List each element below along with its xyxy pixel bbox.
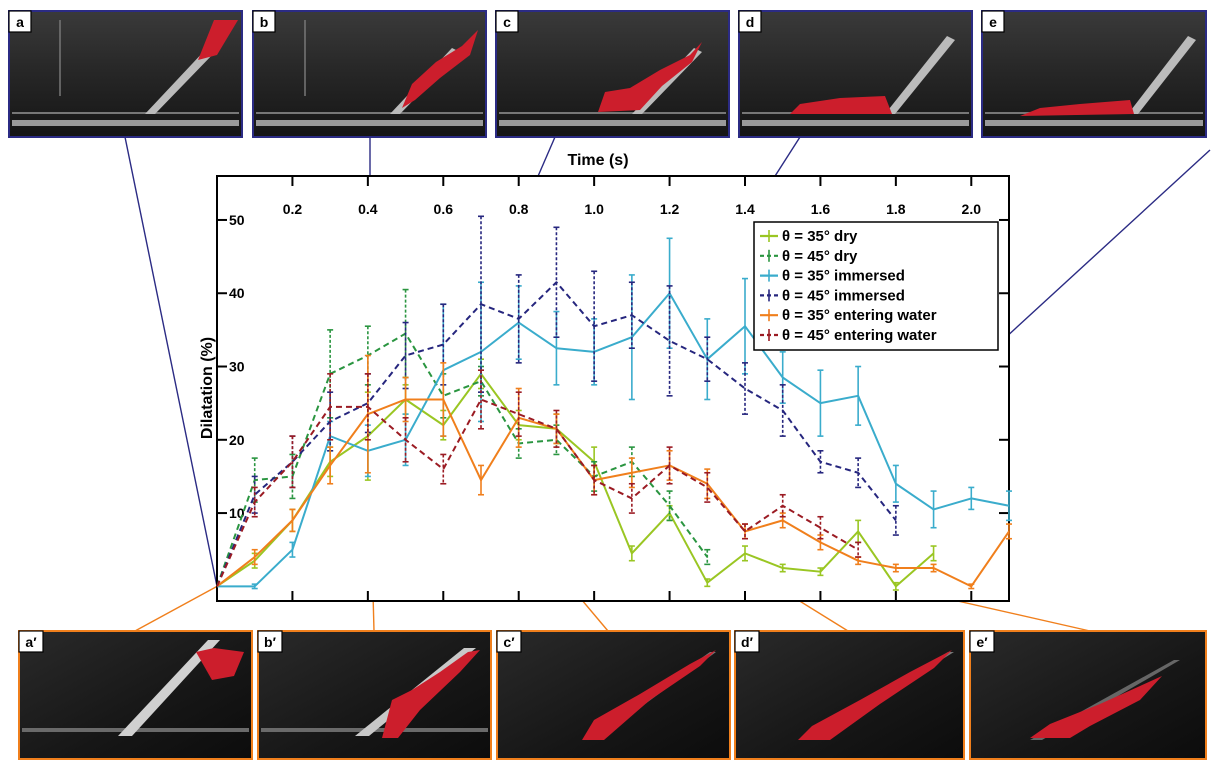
panel-letter: c′ [503,634,515,650]
panel-letter: d′ [741,634,754,650]
legend-label: θ = 35° entering water [782,307,937,324]
x-axis-label: Time (s) [567,152,628,169]
panel-letter: e [989,14,997,30]
y-tick-label: 40 [229,285,245,301]
panel-c-prime: c′ [496,630,731,760]
series-5 [216,354,1012,590]
top-panel-row: a b c d [8,10,1207,138]
panel-c: c [495,10,730,138]
legend-label: θ = 35° dry [782,228,858,245]
panel-d-prime: d′ [734,630,965,760]
y-tick-label: 50 [229,212,245,228]
panel-e: e [981,10,1207,138]
panel-a-prime: a′ [18,630,253,760]
axis-ticks: 0.2 0.4 0.6 0.8 1.0 1.2 1.4 1.6 1.8 2.0 10 20 30 40 50 [217,176,1009,601]
x-tick-label: 1.8 [886,201,906,217]
series-6 [216,369,862,587]
x-tick-label: 1.6 [811,201,831,217]
x-tick-label: 1.4 [735,201,755,217]
dilatation-chart: 0.2 0.4 0.6 0.8 1.0 1.2 1.4 1.6 1.8 2.0 10 20 30 40 50… [199,152,1012,602]
panel-letter: b [260,14,269,30]
panel-a: a [8,10,243,138]
x-tick-label: 0.2 [283,201,303,217]
panel-letter: e′ [976,634,988,650]
panel-b-prime: b′ [257,630,492,760]
x-tick-label: 0.8 [509,201,529,217]
y-tick-label: 30 [229,359,245,375]
series-layer [216,215,1012,591]
panel-letter: b′ [264,634,277,650]
connector-line [134,585,218,632]
panel-letter: c [503,14,511,30]
x-tick-label: 0.4 [358,201,378,217]
connector-line [124,136,218,587]
legend-label: θ = 45° immersed [782,287,905,304]
panel-e-prime: e′ [969,630,1207,760]
y-axis-label: Dilatation (%) [199,337,216,439]
panel-letter: a [16,14,24,30]
legend-box [753,221,999,351]
x-tick-label: 1.0 [584,201,604,217]
series-line [216,398,859,587]
series-line [216,332,709,587]
legend: θ = 35° dry θ = 45° dry θ = 35° immersed θ … [753,221,999,351]
x-tick-label: 0.6 [434,201,454,217]
panel-d: d [738,10,973,138]
bottom-panel-row: a′ b′ c′ d′ e′ [18,630,1207,760]
y-tick-label: 20 [229,432,245,448]
legend-label: θ = 35° immersed [782,268,905,285]
x-tick-label: 2.0 [962,201,982,217]
y-tick-label: 10 [229,505,245,521]
legend-label: θ = 45° dry [782,248,858,265]
series-line [217,292,1010,588]
x-tick-label: 1.2 [660,201,680,217]
panel-b: b [252,10,487,138]
panel-letter: d [746,14,755,30]
panel-letter: a′ [25,634,37,650]
series-line [216,398,1010,588]
legend-label: θ = 45° entering water [782,327,937,344]
